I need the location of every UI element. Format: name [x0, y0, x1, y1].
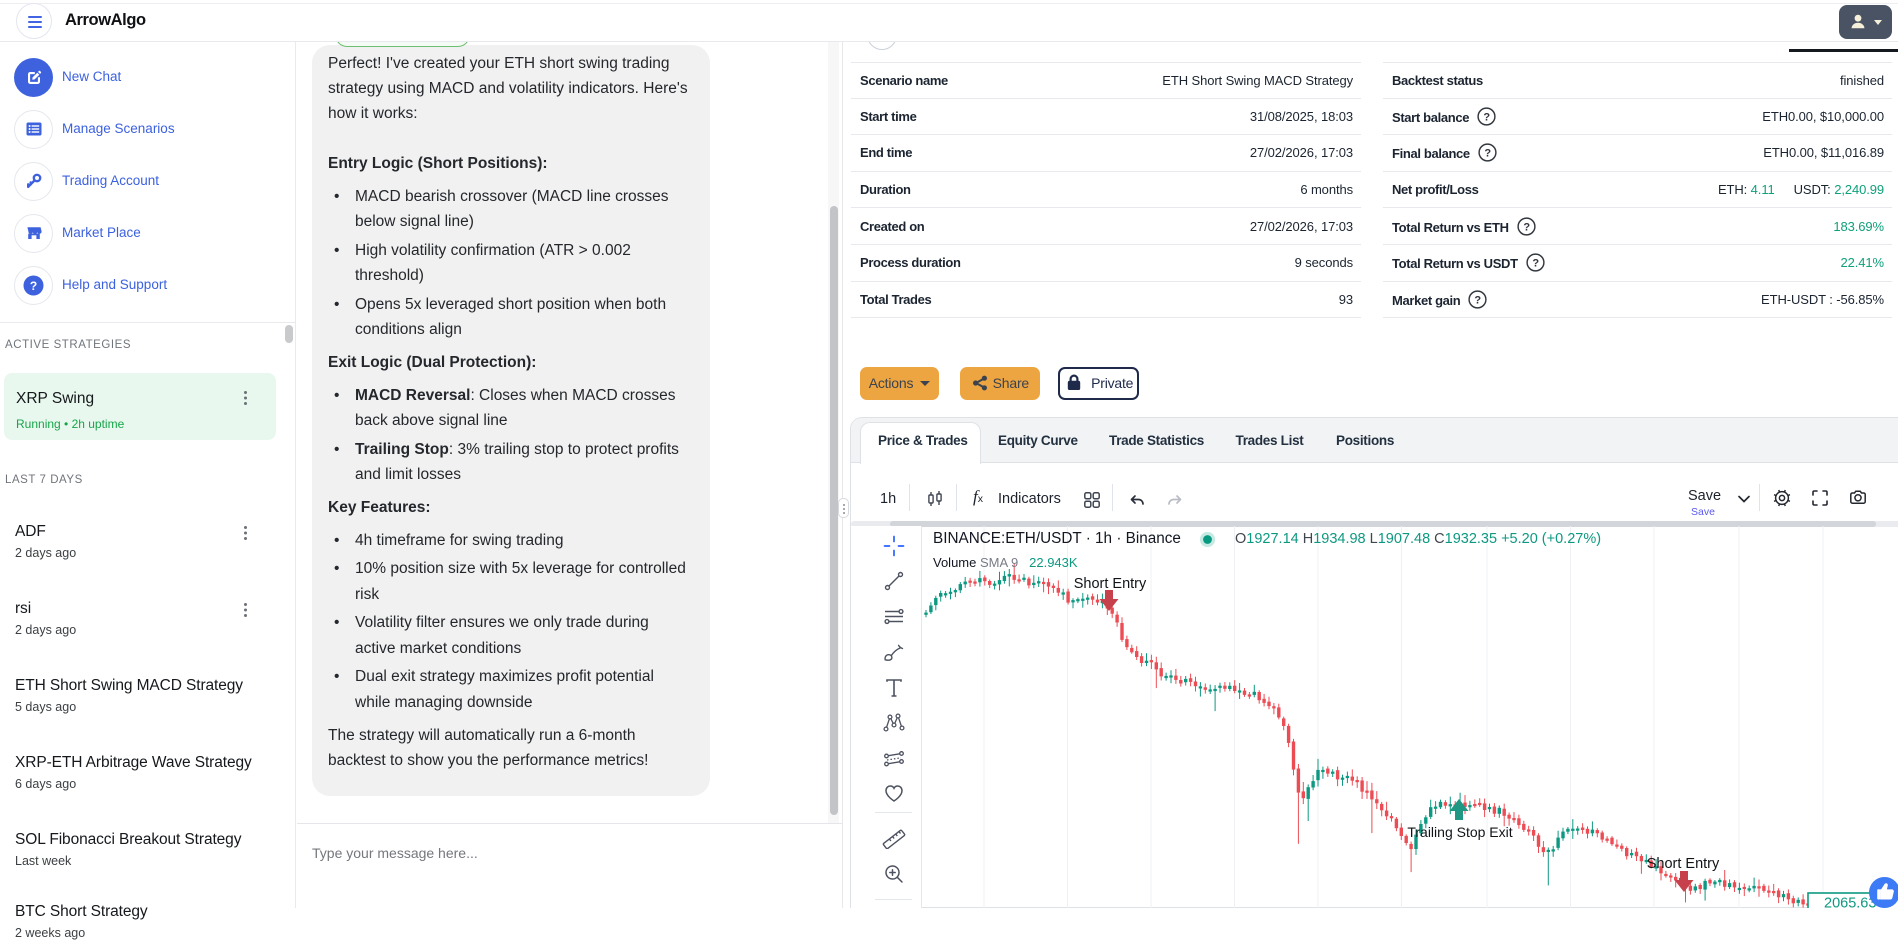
svg-text:?: ? — [1523, 221, 1530, 233]
svg-text:Trailing Stop Exit: Trailing Stop Exit — [1407, 824, 1512, 840]
svg-text:?: ? — [1484, 148, 1491, 160]
svg-text:?: ? — [1475, 294, 1482, 306]
svg-text:2065.63: 2065.63 — [1824, 896, 1876, 909]
svg-text:?: ? — [1532, 258, 1539, 270]
svg-text:?: ? — [30, 279, 37, 293]
svg-text:Short Entry: Short Entry — [1074, 576, 1147, 592]
svg-text:?: ? — [1483, 111, 1490, 123]
svg-text:Short Entry: Short Entry — [1647, 856, 1720, 872]
